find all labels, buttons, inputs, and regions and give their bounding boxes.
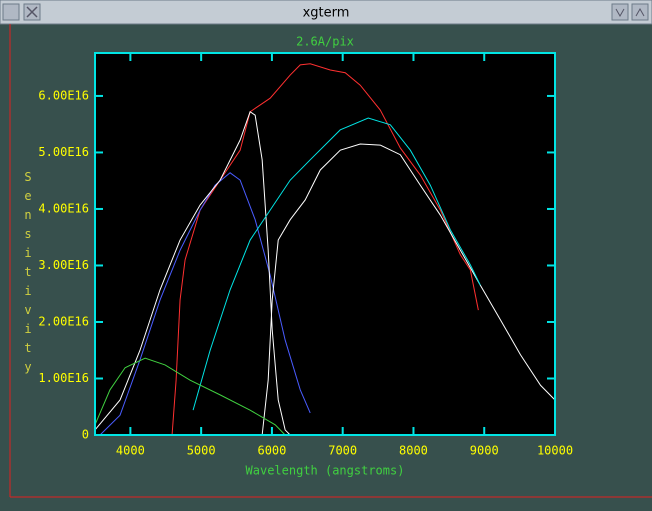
series-line [94,110,291,436]
x-tick-label: 9000 [470,444,499,458]
window-title: xgterm [303,6,350,21]
title-bar [0,0,652,25]
y-tick-label: 4.00E16 [38,201,89,215]
close-icon [26,6,38,18]
series-line [94,357,286,436]
minimize-button[interactable] [611,3,629,21]
x-tick-label: 10000 [537,444,573,458]
y-tick-label: 0 [82,428,89,442]
x-tick-label: 8000 [399,444,428,458]
menu-button[interactable] [2,3,20,21]
series-line [171,63,479,436]
x-tick-label: 6000 [257,444,286,458]
y-tick-label: 6.00E16 [38,88,89,102]
x-axis-label: Wavelength (angstroms) [246,464,405,478]
y-axis-label: Sensitivity [21,170,35,379]
series-line [99,172,311,436]
x-tick-label: 4000 [116,444,145,458]
y-tick-label: 2.00E16 [38,314,89,328]
x-tick-label: 7000 [328,444,357,458]
chart-title: 2.6A/pix [296,35,354,49]
maximize-button[interactable] [631,3,649,21]
y-tick-label: 3.00E16 [38,258,89,272]
maximize-icon [635,7,645,17]
y-tick-label: 1.00E16 [38,371,89,385]
minimize-icon [615,8,625,18]
series-line [192,117,481,411]
series-line [261,143,556,436]
plot-border [94,52,556,436]
plot-area [95,53,555,435]
x-tick-label: 5000 [187,444,216,458]
y-tick-label: 5.00E16 [38,145,89,159]
